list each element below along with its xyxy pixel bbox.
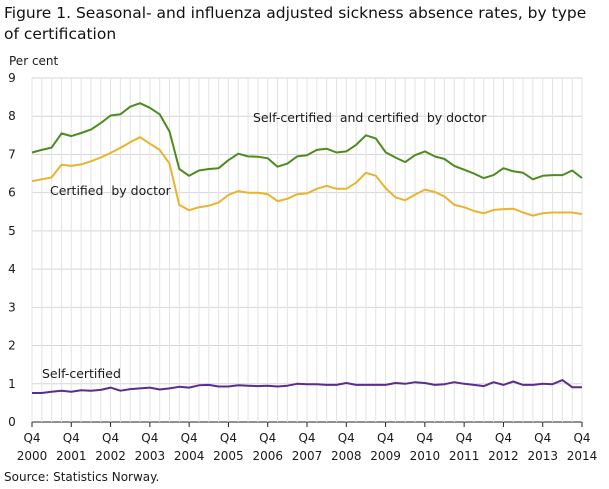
- x-tick-quarter: Q4: [377, 431, 394, 445]
- y-tick-label: 6: [8, 186, 16, 200]
- chart-title: Figure 1. Seasonal- and influenza adjust…: [4, 4, 587, 43]
- y-tick-label: 4: [8, 262, 16, 276]
- x-tick-year: 2013: [527, 449, 558, 463]
- x-tick-year: 2008: [331, 449, 362, 463]
- y-tick-label: 5: [8, 224, 16, 238]
- x-tick-year: 2010: [410, 449, 441, 463]
- y-tick-label: 1: [8, 377, 16, 391]
- x-tick-year: 2003: [135, 449, 166, 463]
- x-tick-quarter: Q4: [181, 431, 198, 445]
- x-tick-quarter: Q4: [534, 431, 551, 445]
- x-tick-quarter: Q4: [456, 431, 473, 445]
- x-tick-year: 2009: [370, 449, 401, 463]
- y-tick-label: 0: [8, 415, 16, 429]
- y-tick-label: 3: [8, 300, 16, 314]
- x-tick-quarter: Q4: [259, 431, 276, 445]
- x-tick-quarter: Q4: [495, 431, 512, 445]
- x-tick-year: 2004: [174, 449, 205, 463]
- x-tick-quarter: Q4: [416, 431, 433, 445]
- x-tick-year: 2011: [449, 449, 480, 463]
- y-tick-label: 2: [8, 339, 16, 353]
- x-tick-quarter: Q4: [23, 431, 40, 445]
- series-line-1: [31, 102, 583, 181]
- y-axis-label: Per cent: [9, 54, 59, 68]
- series-annotation: Self-certified: [42, 366, 121, 381]
- series-annotation: Certified by doctor: [50, 183, 172, 198]
- x-tick-year: 2005: [213, 449, 244, 463]
- x-tick-year: 2007: [292, 449, 323, 463]
- x-tick-year: 2001: [56, 449, 87, 463]
- source-note: Source: Statistics Norway.: [4, 470, 160, 484]
- series-lines: [31, 102, 583, 394]
- y-tick-label: 8: [8, 109, 16, 123]
- series-annotations: Self-certified and certified by doctor Ce…: [42, 110, 487, 381]
- x-tick-quarter: Q4: [141, 431, 158, 445]
- x-tick-year: 2006: [252, 449, 283, 463]
- x-tick-quarter: Q4: [63, 431, 80, 445]
- y-axis-ticks: 0 1 2 3 4 5 6 7 8 9: [8, 71, 16, 429]
- x-tick-year: 2002: [95, 449, 126, 463]
- series-line-3: [32, 379, 582, 394]
- x-axis-ticks: Q4 2000 Q4 2001 Q4 2002 Q4 2003 Q4 2004 Q4 2005 Q4 20…: [17, 422, 598, 463]
- x-tick-quarter: Q4: [573, 431, 590, 445]
- y-tick-label: 9: [8, 71, 16, 85]
- series-line-2: [31, 136, 583, 217]
- x-tick-quarter: Q4: [298, 431, 315, 445]
- y-tick-label: 7: [8, 147, 16, 161]
- x-tick-year: 2000: [17, 449, 48, 463]
- series-annotation: Self-certified and certified by doctor: [253, 110, 487, 125]
- x-tick-quarter: Q4: [338, 431, 355, 445]
- x-tick-year: 2014: [567, 449, 598, 463]
- x-tick-quarter: Q4: [102, 431, 119, 445]
- x-tick-year: 2012: [488, 449, 519, 463]
- x-tick-quarter: Q4: [220, 431, 237, 445]
